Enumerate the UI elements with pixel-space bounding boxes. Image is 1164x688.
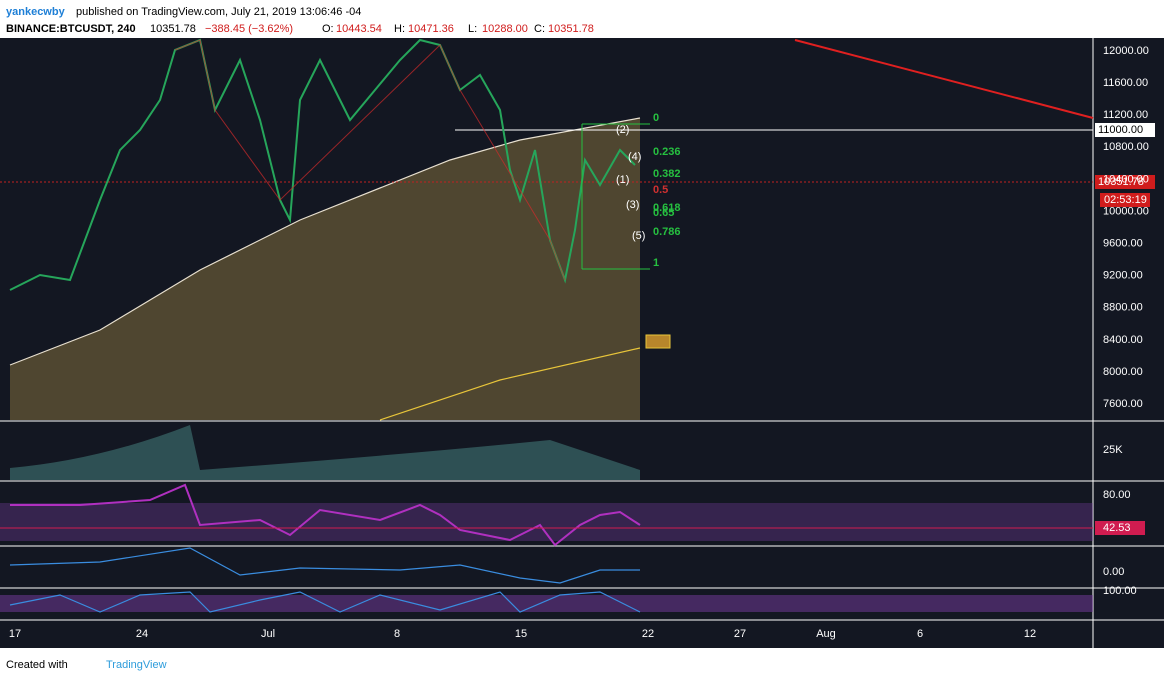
price-label: 9600.00: [1103, 238, 1143, 250]
rsi-tag: [1095, 521, 1145, 535]
stoch-band: [0, 595, 1093, 612]
fib-label: 0.5: [653, 184, 668, 196]
price-label: 9200.00: [1103, 270, 1143, 282]
date-label: 27: [734, 628, 746, 640]
volume: [10, 425, 640, 480]
fib-label: 0.236: [653, 146, 681, 158]
ma-yellow: [379, 347, 641, 421]
date-label: 12: [1024, 628, 1036, 640]
ma-area: [10, 118, 640, 420]
fib-label: 0.65: [653, 207, 674, 219]
date-label: Aug: [816, 628, 836, 640]
wave-label: (4): [628, 151, 641, 163]
price-label: 8000.00: [1103, 366, 1143, 378]
price-label: 12000.00: [1103, 45, 1149, 57]
price-line-down: [174, 39, 566, 281]
wave-label: (1): [616, 174, 629, 186]
last-tag: 10351.78: [1098, 176, 1144, 188]
wave-label: (5): [632, 230, 645, 242]
rsi-upper: 80.00: [1103, 489, 1131, 501]
fib-label: 0.382: [653, 168, 681, 180]
date-label: Jul: [261, 628, 275, 640]
volume-label: 25K: [1103, 444, 1123, 456]
price-label: 8800.00: [1103, 302, 1143, 314]
ohlc-label: O:: [322, 23, 334, 35]
date-label: 6: [917, 628, 923, 640]
last-tag: [1095, 175, 1155, 189]
brand: TradingView: [106, 659, 167, 671]
price-label: 10400.00: [1103, 173, 1149, 185]
change: −388.45 (−3.62%): [205, 23, 293, 35]
level-tag: [1095, 123, 1155, 137]
date-label: 24: [136, 628, 148, 640]
ohlc-value: 10288.00: [482, 23, 528, 35]
macd-label: 0.00: [1103, 566, 1124, 578]
wave-label: (2): [616, 124, 629, 136]
date-label: 8: [394, 628, 400, 640]
rsi-value: 42.53: [1103, 522, 1131, 534]
symbol: BINANCE:BTCUSDT, 240: [6, 23, 136, 35]
rsi-line: [10, 483, 641, 547]
price-label: 10000.00: [1103, 205, 1149, 217]
price-label: 11200.00: [1103, 109, 1148, 121]
stoch-label: 100.00: [1103, 585, 1137, 597]
fib-label: 0.618: [653, 202, 681, 214]
fib-label: 1: [653, 257, 659, 269]
ma200: [9, 117, 641, 366]
ohlc-value: 10351.78: [548, 23, 594, 35]
ohlc-label: C:: [534, 23, 545, 35]
author: yankecwby: [6, 6, 66, 18]
macd-line: [9, 547, 640, 584]
ohlc-label: L:: [468, 23, 477, 35]
date-label: 15: [515, 628, 527, 640]
ohlc-label: H:: [394, 23, 405, 35]
wave-label: (3): [626, 199, 639, 211]
created: Created with: [6, 659, 68, 671]
stoch-line: [9, 591, 641, 613]
price-label: 10800.00: [1103, 141, 1149, 153]
price: 10351.78: [150, 23, 196, 35]
published: published on TradingView.com, July 21, 2…: [76, 6, 361, 18]
fib-label: 0.786: [653, 226, 681, 238]
box: [645, 334, 671, 349]
trendline: [794, 39, 1094, 119]
ohlc-value: 10443.54: [336, 23, 382, 35]
countdown-tag: [1100, 193, 1150, 207]
date-label: 17: [9, 628, 21, 640]
fib-label: 0: [653, 112, 659, 124]
date-label: 22: [642, 628, 654, 640]
price-label: 8400.00: [1103, 334, 1143, 346]
level-tag: 11000.00: [1098, 124, 1143, 136]
price-label: 7600.00: [1103, 398, 1143, 410]
price-label: 11600.00: [1103, 77, 1148, 89]
countdown: 02:53:19: [1104, 194, 1147, 206]
ohlc-value: 10471.36: [408, 23, 454, 35]
